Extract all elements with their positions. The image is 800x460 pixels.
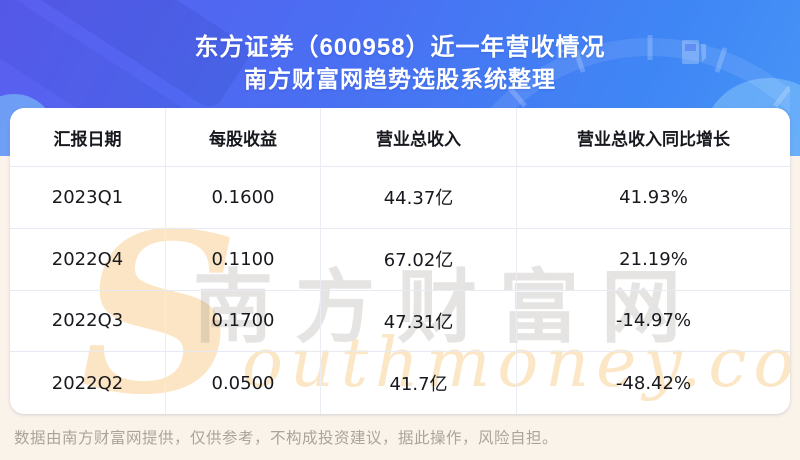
disclaimer-text: 数据由南方财富网提供，仅供参考，不构成投资建议，据此操作，风险自担。: [14, 430, 559, 447]
svg-text:F: F: [556, 38, 569, 63]
table-cell-revenue-yoy-growth: -14.97%: [517, 291, 790, 353]
column-header-report-date: 汇报日期: [10, 108, 166, 167]
table-cell-total-revenue: 67.02亿: [321, 228, 517, 291]
page-subtitle: 南方财富网趋势选股系统整理: [244, 66, 556, 92]
table-cell-revenue-yoy-growth: 21.19%: [517, 229, 790, 291]
table-cell-total-revenue: 47.31亿: [321, 290, 517, 353]
page-title: 东方证券（600958）近一年营收情况: [194, 34, 606, 61]
table-cell-total-revenue: 44.37亿: [321, 167, 517, 229]
revenue-table: 汇报日期 每股收益 营业总收入 营业总收入同比增长 2023Q1 0.1600 …: [10, 108, 790, 414]
table-cell-revenue-yoy-growth: 41.93%: [517, 167, 790, 229]
data-table-card: S 南方财富网 outhmoney.com 汇报日期 每股收益 营业总收入 营业…: [10, 108, 790, 414]
table-cell-report-date: 2023Q1: [10, 167, 166, 229]
table-cell-eps: 0.1600: [166, 167, 321, 229]
table-cell-eps: 0.1700: [166, 290, 321, 353]
table-cell-revenue-yoy-growth: -48.42%: [615, 372, 692, 394]
table-cell-report-date: 2022Q4: [10, 228, 166, 291]
table-cell-total-revenue: 41.7亿: [321, 352, 517, 414]
table-cell-eps: 0.0500: [166, 352, 321, 414]
column-header-total-revenue: 营业总收入: [321, 108, 517, 167]
table-cell-report-date: 2022Q3: [10, 290, 166, 353]
table-cell-eps: 0.1100: [166, 228, 321, 291]
table-cell-report-date: 2022Q2: [10, 352, 166, 414]
column-header-revenue-yoy-growth: 营业总收入同比增长: [517, 108, 790, 167]
column-header-eps: 每股收益: [166, 108, 321, 167]
